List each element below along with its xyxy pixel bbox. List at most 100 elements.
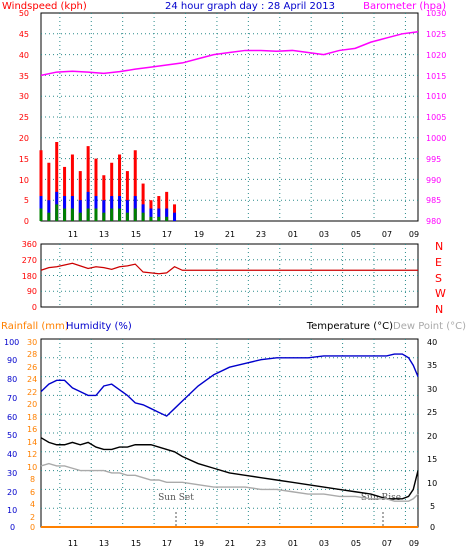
temperature-tick-label: 35	[427, 361, 437, 370]
direction-gridlines	[41, 244, 418, 307]
wind-tick-label: 25	[19, 113, 29, 122]
rainfall-tick-label: 8	[30, 475, 35, 484]
humidity-tick-label: 40	[7, 450, 17, 459]
humidity-tick-label: 70	[7, 394, 17, 403]
compass-label: W	[435, 287, 446, 300]
x-tick-label: 19	[194, 539, 204, 548]
rainfall-tick-label: 10	[27, 463, 37, 472]
x-tick-label: 01	[288, 539, 298, 548]
temperature-axis-title: Temperature (°C)	[306, 321, 393, 332]
rainfall-axis-title: Rainfall (mm)	[1, 321, 69, 332]
rainfall-tick-label: 16	[27, 425, 37, 434]
x-tick-label: 07	[382, 539, 392, 548]
wind-tick-label: 10	[19, 176, 29, 185]
x-tick-label: 21	[225, 539, 235, 548]
humidity-tick-label: 90	[7, 356, 17, 365]
compass-label: N	[435, 303, 443, 316]
dewpoint-line	[40, 462, 419, 502]
wind-tick-label: 15	[19, 155, 29, 164]
rainfall-tick-label: 0	[30, 523, 35, 532]
barometer-tick-label: 1020	[426, 51, 446, 60]
x-tick-label: 05	[351, 539, 361, 548]
temperature-tick-label: 20	[427, 432, 437, 441]
rainfall-tick-label: 6	[30, 488, 35, 497]
x-tick-label: 13	[99, 230, 109, 239]
direction-tick-label: 360	[22, 240, 37, 249]
barometer-tick-label: 1000	[426, 134, 446, 143]
direction-tick-label: 180	[22, 272, 37, 281]
humidity-tick-label: 50	[7, 431, 17, 440]
barometer-tick-label: 1010	[426, 92, 446, 101]
barometer-tick-label: 995	[426, 155, 441, 164]
sunset-label: Sun Set	[158, 493, 194, 503]
x-tick-label: 23	[256, 539, 266, 548]
barometer-tick-label: 1015	[426, 72, 446, 81]
direction-series	[40, 262, 418, 275]
humidity-tick-label: 80	[7, 375, 17, 384]
temperature-tick-label: 0	[430, 523, 435, 532]
x-tick-label: 09	[409, 539, 419, 548]
x-tick-label: 11	[68, 230, 78, 239]
rainfall-tick-label: 14	[27, 438, 37, 447]
dewpoint-axis-title: Dew Point (°C)	[393, 321, 466, 332]
temperature-tick-label: 15	[427, 455, 437, 464]
barometer-tick-label: 990	[426, 176, 441, 185]
rainfall-tick-label: 20	[27, 400, 37, 409]
wind-tick-label: 0	[24, 217, 29, 226]
windspeed-axis-title: Windspeed (kph)	[2, 1, 87, 12]
x-tick-label: 07	[382, 230, 392, 239]
x-tick-label: 11	[68, 539, 78, 548]
chart-title: 24 hour graph day : 28 April 2013	[165, 1, 335, 12]
wind-gridlines	[41, 13, 418, 221]
rainfall-tick-label: 2	[30, 513, 35, 522]
x-tick-label: 13	[99, 539, 109, 548]
temperature-tick-label: 5	[430, 502, 435, 511]
temperature-tick-label: 30	[427, 385, 437, 394]
wind-tick-label: 50	[19, 9, 29, 18]
compass-label: E	[435, 256, 442, 269]
x-tick-label: 21	[225, 230, 235, 239]
temperature-tick-label: 40	[427, 338, 437, 347]
wind-tick-label: 5	[24, 196, 29, 205]
temperature-line	[40, 437, 419, 500]
direction-tick-label: 0	[32, 303, 37, 312]
rainfall-tick-label: 4	[30, 500, 35, 509]
wind-tick-label: 20	[19, 134, 29, 143]
barometer-line	[40, 30, 419, 77]
rainfall-tick-label: 30	[27, 338, 37, 347]
wind-tick-label: 40	[19, 51, 29, 60]
wind-tick-label: 35	[19, 72, 29, 81]
direction-tick-label: 270	[22, 256, 37, 265]
direction-line	[40, 262, 418, 275]
barometer-tick-label: 980	[426, 217, 441, 226]
x-tick-label: 17	[162, 230, 172, 239]
barometer-tick-label: 1025	[426, 30, 446, 39]
barometer-tick-label: 1005	[426, 113, 446, 122]
rainfall-tick-label: 26	[27, 363, 37, 372]
humidity-tick-label: 0	[10, 523, 15, 532]
rainfall-tick-label: 28	[27, 350, 37, 359]
x-tick-label: 17	[162, 539, 172, 548]
barometer-tick-label: 1030	[426, 9, 446, 18]
wind-tick-label: 30	[19, 92, 29, 101]
temperature-tick-label: 10	[427, 479, 437, 488]
temperature-series	[40, 353, 419, 528]
x-tick-label: 09	[409, 230, 419, 239]
x-tick-label: 03	[319, 230, 329, 239]
wind-tick-label: 45	[19, 30, 29, 39]
x-tick-label: 19	[194, 230, 204, 239]
rainfall-tick-label: 12	[27, 450, 37, 459]
humidity-axis-title: Humidity (%)	[66, 321, 132, 332]
rainfall-tick-label: 22	[27, 388, 37, 397]
compass-label: N	[435, 240, 443, 253]
x-tick-label: 15	[131, 230, 141, 239]
x-tick-label: 03	[319, 539, 329, 548]
humidity-tick-label: 20	[7, 488, 17, 497]
wind-series	[39, 30, 419, 221]
x-tick-label: 05	[351, 230, 361, 239]
direction-tick-label: 90	[27, 287, 37, 296]
humidity-tick-label: 10	[7, 506, 17, 515]
sunrise-label: Sun Rise	[361, 493, 401, 503]
humidity-line	[40, 353, 419, 417]
barometer-tick-label: 985	[426, 196, 441, 205]
